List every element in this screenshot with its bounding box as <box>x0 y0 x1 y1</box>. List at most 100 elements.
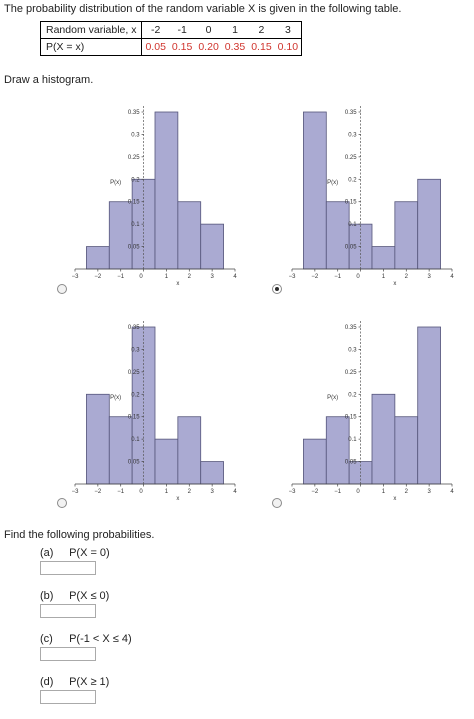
p-value: 0.15 <box>171 41 193 53</box>
answer-d-input[interactable] <box>40 690 96 704</box>
y-axis-label: P(x) <box>327 395 338 401</box>
question-text: P(X ≥ 1) <box>69 676 110 688</box>
histogram-chart: −3 −2 −1 0 1 2 3 4 0.05 0.1 0.15 0.2 0.25 0.3 0.35 P(x)… <box>72 321 237 502</box>
histogram-bar <box>154 111 179 270</box>
y-tick-label: 0.15 <box>128 415 140 421</box>
x-tick-label: 1 <box>165 489 169 495</box>
y-tick-label: 0.35 <box>345 110 357 116</box>
y-tick-label: 0.05 <box>128 245 140 251</box>
p-value: 0.20 <box>198 41 219 53</box>
histogram-bar <box>417 326 441 485</box>
histogram-bar <box>177 416 202 485</box>
histogram-option-1: −3 −2 −1 0 1 2 3 4 0.05 0.1 0.15 0.2 0.25 0.3 0.35 P(x)… <box>63 103 243 293</box>
x-value: -1 <box>168 21 196 39</box>
y-tick-label: 0.1 <box>348 437 357 443</box>
y-tick-label: 0.35 <box>128 325 140 331</box>
histogram-bar <box>325 416 350 485</box>
x-tick-label: 1 <box>165 274 169 280</box>
x-tick-label: −3 <box>289 489 297 495</box>
x-axis-label: x <box>176 496 179 502</box>
x-tick-label: 3 <box>427 274 431 280</box>
y-tick-label: 0.3 <box>348 132 357 138</box>
x-tick-label: −2 <box>311 489 319 495</box>
y-tick-label: 0.05 <box>345 245 357 251</box>
histogram-option-1-radio[interactable] <box>57 284 67 294</box>
x-tick-label: −2 <box>311 274 319 280</box>
x-tick-label: 0 <box>356 274 360 280</box>
problem-intro: The probability distribution of the rand… <box>4 3 402 15</box>
histogram-bar <box>371 246 396 270</box>
histogram-bar <box>200 461 224 485</box>
y-tick-label: 0.05 <box>345 460 357 466</box>
histogram-chart: −3 −2 −1 0 1 2 3 4 0.05 0.1 0.15 0.2 0.25 0.3 0.35 P(x)… <box>289 321 454 502</box>
x-tick-label: 1 <box>382 489 386 495</box>
x-tick-label: 4 <box>233 489 237 495</box>
x-tick-label: 3 <box>210 489 214 495</box>
distribution-table: Random variable, x -2 -1 0 1 2 3 P(X = x… <box>40 21 303 56</box>
histogram-bar <box>177 201 202 270</box>
p-value: 0.10 <box>277 41 299 53</box>
histogram-bar <box>86 393 110 485</box>
y-tick-label: 0.2 <box>348 177 357 183</box>
histogram-option-3-radio[interactable] <box>57 498 67 508</box>
x-tick-label: −3 <box>289 274 297 280</box>
y-tick-label: 0.2 <box>131 177 140 183</box>
y-tick-label: 0.35 <box>345 325 357 331</box>
x-tick-label: 3 <box>210 274 214 280</box>
question-label: (c) <box>40 633 53 645</box>
y-tick-label: 0.25 <box>128 155 140 161</box>
x-tick-label: 4 <box>450 489 454 495</box>
histogram-bar <box>303 111 327 270</box>
question-label: (d) <box>40 676 54 688</box>
p-value: 0.35 <box>224 41 246 53</box>
y-axis-label: P(x) <box>110 180 121 186</box>
x-tick-label: 1 <box>382 274 386 280</box>
y-tick-label: 0.3 <box>348 347 357 353</box>
x-header: Random variable, x <box>40 21 143 39</box>
x-tick-label: 2 <box>188 489 192 495</box>
y-axis-label: P(x) <box>110 395 121 401</box>
histogram-bar <box>108 416 133 485</box>
answer-c-input[interactable] <box>40 647 96 661</box>
question-label: (a) <box>40 547 54 559</box>
y-tick-label: 0.2 <box>131 392 140 398</box>
histogram-bar <box>417 178 441 270</box>
histogram-chart: −3 −2 −1 0 1 2 3 4 0.05 0.1 0.15 0.2 0.25 0.3 0.35 P(x)… <box>72 106 237 287</box>
y-tick-label: 0.15 <box>128 200 140 206</box>
x-value: 2 <box>248 21 275 39</box>
x-tick-label: 4 <box>450 274 454 280</box>
histogram-option-2-radio[interactable] <box>272 284 282 294</box>
x-value: 0 <box>195 21 222 39</box>
x-axis-label: x <box>176 281 179 287</box>
histogram-bar <box>154 438 179 485</box>
answer-b-input[interactable] <box>40 604 96 618</box>
question-b: (b) P(X ≤ 0) <box>40 590 109 602</box>
x-axis-label: x <box>393 281 396 287</box>
x-tick-label: −1 <box>334 274 342 280</box>
x-tick-label: 3 <box>427 489 431 495</box>
x-tick-label: −1 <box>117 274 125 280</box>
y-tick-label: 0.15 <box>345 200 357 206</box>
histogram-bar <box>371 393 396 485</box>
y-tick-label: 0.35 <box>128 110 140 116</box>
question-text: P(X = 0) <box>69 547 110 559</box>
answer-a-input[interactable] <box>40 561 96 575</box>
y-tick-label: 0.1 <box>131 222 140 228</box>
y-tick-label: 0.3 <box>131 132 140 138</box>
y-tick-label: 0.1 <box>348 222 357 228</box>
y-tick-label: 0.2 <box>348 392 357 398</box>
histogram-option-3: −3 −2 −1 0 1 2 3 4 0.05 0.1 0.15 0.2 0.25 0.3 0.35 P(x)… <box>63 318 243 508</box>
y-tick-label: 0.25 <box>345 155 357 161</box>
draw-histogram-label: Draw a histogram. <box>4 74 94 86</box>
x-tick-label: 2 <box>405 274 409 280</box>
histogram-option-4-radio[interactable] <box>272 498 282 508</box>
x-axis-label: x <box>393 496 396 502</box>
histogram-bar <box>303 438 327 485</box>
question-text: P(-1 < X ≤ 4) <box>69 633 132 645</box>
x-tick-label: −1 <box>334 489 342 495</box>
histogram-bar <box>86 246 110 270</box>
x-tick-label: 2 <box>188 274 192 280</box>
y-tick-label: 0.25 <box>128 370 140 376</box>
question-a: (a) P(X = 0) <box>40 547 110 559</box>
table-row-x: Random variable, x -2 -1 0 1 2 3 <box>40 21 302 39</box>
